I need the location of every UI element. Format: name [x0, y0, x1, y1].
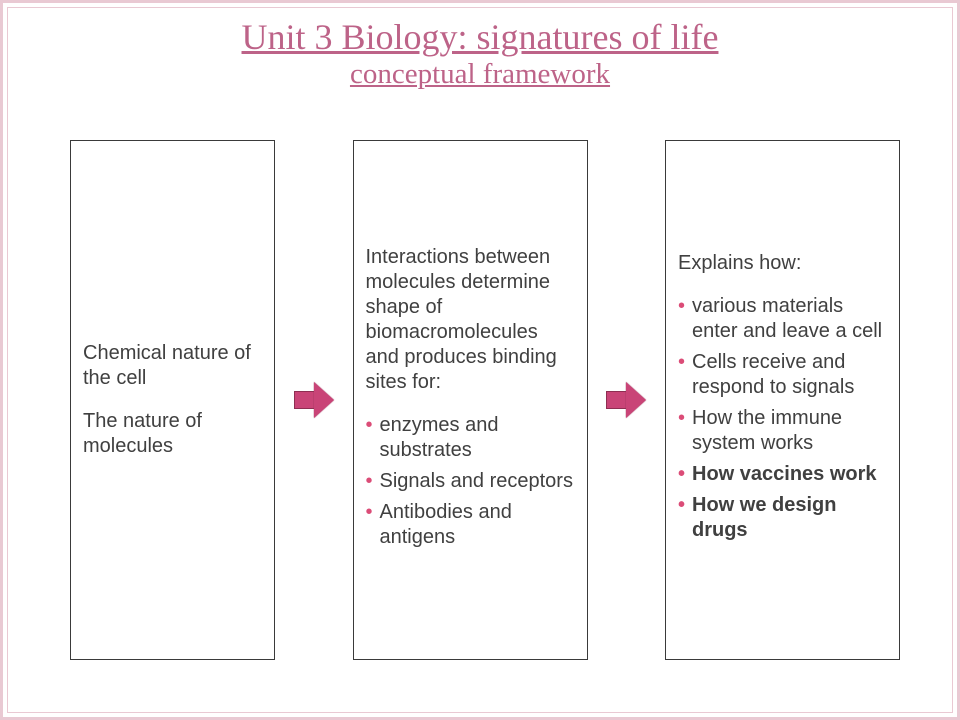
list-item: How vaccines work: [678, 462, 887, 487]
card1-line2: The nature of molecules: [83, 409, 262, 459]
columns-row: Chemical nature of the cell The nature o…: [70, 140, 900, 660]
list-item: Signals and receptors: [366, 469, 575, 494]
title-main: Unit 3 Biology: signatures of life: [0, 16, 960, 58]
title-sub: conceptual framework: [0, 58, 960, 91]
arrow-right-icon: [294, 382, 334, 418]
list-item: Antibodies and antigens: [366, 500, 575, 550]
card-explains-how: Explains how: various materials enter an…: [665, 140, 900, 660]
arrow-right-icon: [606, 382, 646, 418]
title-block: Unit 3 Biology: signatures of life conce…: [0, 0, 960, 91]
card-chemical-nature: Chemical nature of the cell The nature o…: [70, 140, 275, 660]
list-item: various materials enter and leave a cell: [678, 294, 887, 344]
list-item: Cells receive and respond to signals: [678, 350, 887, 400]
card3-list: various materials enter and leave a cell…: [678, 294, 887, 549]
card3-lead: Explains how:: [678, 251, 887, 276]
arrow-1-wrap: [292, 382, 336, 418]
card2-list: enzymes and substrates Signals and recept…: [366, 413, 575, 556]
list-item: How we design drugs: [678, 493, 887, 543]
arrow-2-wrap: [604, 382, 648, 418]
list-item: enzymes and substrates: [366, 413, 575, 463]
card2-lead: Interactions between molecules determine…: [366, 245, 575, 395]
list-item: How the immune system works: [678, 406, 887, 456]
card-interactions: Interactions between molecules determine…: [353, 140, 588, 660]
card1-line1: Chemical nature of the cell: [83, 341, 262, 391]
